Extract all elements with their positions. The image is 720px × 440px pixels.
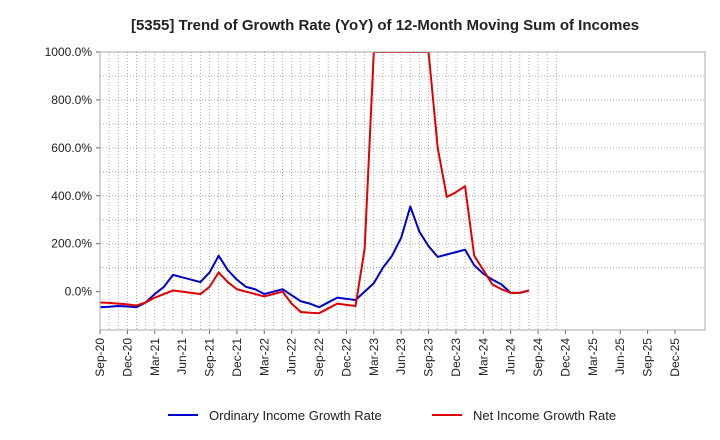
plot-frame [99,51,706,331]
legend: Ordinary Income Growth Rate Net Income G… [168,408,616,423]
x-tick-label: Sep-23 [422,338,436,377]
x-tick-label: Jun-23 [394,338,408,375]
x-tick-label: Jun-21 [175,338,189,375]
x-tick-label: Mar-22 [257,338,271,376]
chart-title: [5355] Trend of Growth Rate (YoY) of 12-… [131,17,639,34]
legend-label-net: Net Income Growth Rate [473,408,616,423]
y-tick-label: 600.0% [51,141,92,155]
x-tick-label: Mar-25 [586,338,600,376]
y-tick-label: 200.0% [51,237,92,251]
series-line-net-income [100,52,530,315]
x-tick-label: Dec-21 [230,338,244,377]
x-tick-label: Mar-23 [367,338,381,376]
x-tick-label: Jun-24 [504,338,518,375]
x-tick-label: Dec-23 [449,338,463,377]
x-tick-label: Sep-25 [641,338,655,377]
y-tick-label: 0.0% [65,285,93,299]
x-tick-label: Jun-25 [613,338,627,375]
x-tick-label: Sep-20 [93,338,107,377]
x-tick-label: Mar-24 [476,338,490,376]
x-tick-label: Sep-22 [312,338,326,377]
y-tick-label: 1000.0% [45,45,93,59]
plot-area [100,52,705,330]
x-tick-label: Mar-21 [148,338,162,376]
x-tick-label: Sep-24 [531,338,545,377]
x-tick-label: Dec-25 [668,338,682,377]
x-tick-label: Dec-24 [558,338,572,377]
y-axis: 0.0% 200.0% 400.0% 600.0% 800.0% 1000.0% [45,45,100,299]
x-tick-label: Dec-20 [120,338,134,377]
x-tick-label: Sep-21 [203,338,217,377]
legend-label-ordinary: Ordinary Income Growth Rate [209,408,382,423]
x-tick-label: Jun-22 [285,338,299,375]
x-axis: Sep-20 Dec-20 Mar-21 Jun-21 Sep-21 Dec-21 Mar-… [93,330,682,377]
x-tick-label: Dec-22 [339,338,353,377]
y-tick-label: 400.0% [51,189,92,203]
y-tick-label: 800.0% [51,93,92,107]
series-lines [100,52,530,315]
series-line-ordinary-income [100,205,530,309]
grid [100,52,705,330]
